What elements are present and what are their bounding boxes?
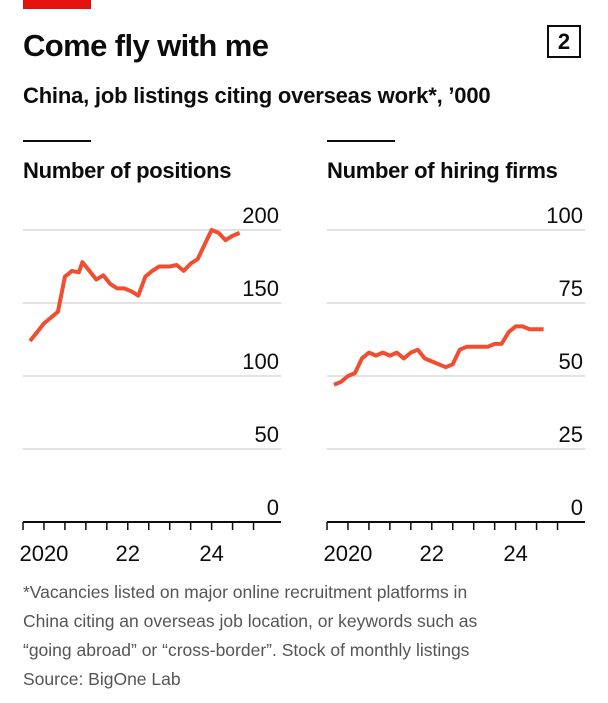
x-tick-label: 2020 bbox=[323, 541, 372, 566]
y-tick-label: 100 bbox=[546, 203, 583, 228]
x-tick-label: 2020 bbox=[19, 541, 68, 566]
x-tick-label: 24 bbox=[199, 541, 223, 566]
positions-chart: 200 150 100 50 0 2020 22 24 bbox=[19, 203, 281, 566]
y-tick-label: 50 bbox=[559, 349, 583, 374]
y-tick-label: 75 bbox=[559, 276, 583, 301]
x-tick-label: 22 bbox=[116, 541, 140, 566]
panel-title-firms: Number of hiring firms bbox=[327, 158, 558, 183]
x-tick-label: 22 bbox=[420, 541, 444, 566]
panel-rule-positions bbox=[23, 140, 91, 142]
y-tick-label: 100 bbox=[242, 349, 279, 374]
series-line bbox=[28, 228, 241, 343]
y-tick-label: 50 bbox=[255, 422, 279, 447]
footnote-line: *Vacancies listed on major online recrui… bbox=[23, 582, 468, 602]
y-tick-label: 0 bbox=[267, 495, 279, 520]
y-tick-label: 150 bbox=[242, 276, 279, 301]
footnote-line: China citing an overseas job location, o… bbox=[23, 611, 478, 631]
chart-title: Come fly with me bbox=[23, 28, 269, 63]
chart-subtitle: China, job listings citing overseas work… bbox=[23, 83, 491, 108]
y-tick-label: 25 bbox=[559, 422, 583, 447]
series-line bbox=[333, 324, 544, 387]
panel-title-positions: Number of positions bbox=[23, 158, 232, 183]
panel-rule-firms bbox=[327, 140, 395, 142]
brand-red-tag bbox=[23, 0, 91, 9]
source-line: Source: BigOne Lab bbox=[23, 669, 181, 689]
footnote-line: “going abroad” or “cross-border”. Stock … bbox=[23, 640, 470, 660]
chart-number-badge: 2 bbox=[547, 25, 581, 58]
footnote: *Vacancies listed on major online recrui… bbox=[23, 578, 593, 694]
y-tick-label: 200 bbox=[242, 203, 279, 228]
x-tick-label: 24 bbox=[503, 541, 527, 566]
y-tick-label: 0 bbox=[571, 495, 583, 520]
hiring-firms-chart: 100 75 50 25 0 2020 22 24 bbox=[323, 203, 585, 566]
